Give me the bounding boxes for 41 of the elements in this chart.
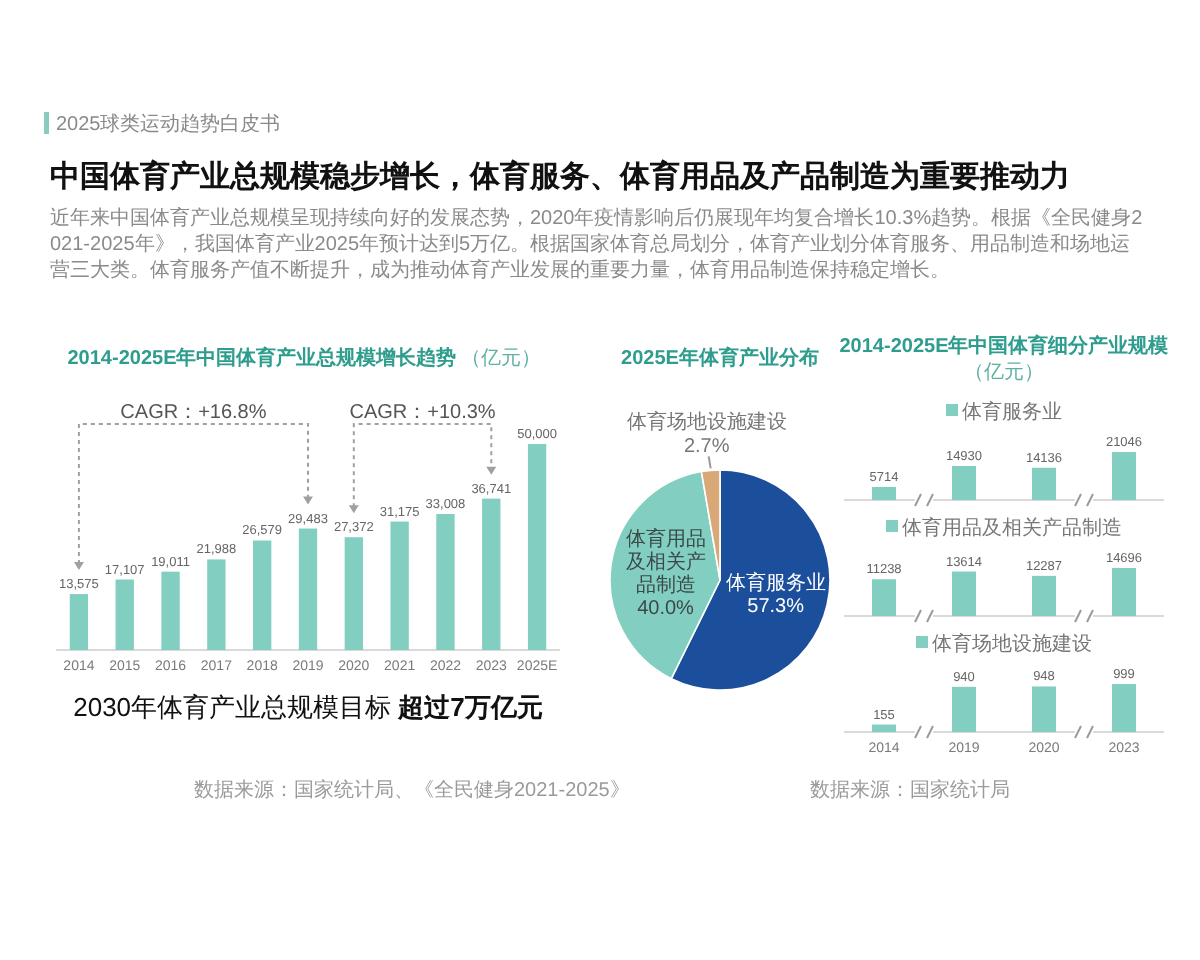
text: 2025球类运动趋势白皮书	[56, 112, 281, 136]
legend-label: 体育服务业	[962, 400, 1062, 424]
bar	[344, 537, 363, 650]
bar	[390, 521, 409, 650]
text: 近年来中国体育产业总规模呈现持续向好的发展态势，2020年疫情影响后仍展现年均复合增长10.3%趋势。根据《全民健身2021-2025年》，我国体育产业2025年预计达到5万亿。根据国家体育总局划分，体育产业划分体育服务、用品制造和场地运营三大类。体育服务产值不断提升，成为推动体育产业发展的重要力量，体育用品制造保持稳定增长。	[50, 206, 1144, 282]
text: CAGR：+10.3%	[349, 402, 496, 424]
chart-title: 2014-2025E年中国体育细分产业规模	[839, 334, 1171, 358]
source-note: 数据来源：国家统计局	[810, 778, 1010, 802]
text: CAGR：+16.8%	[120, 402, 267, 424]
data-label: 40.0%	[637, 597, 695, 620]
bar	[1032, 467, 1056, 500]
slice-label: 体育场地设施建设	[626, 410, 787, 435]
chart-title: 2014-2025E年中国体育产业总规模增长趋势	[67, 346, 457, 370]
bar	[872, 486, 896, 500]
data-label: 2.7%	[683, 436, 730, 459]
bar	[872, 724, 896, 732]
bar	[1032, 686, 1056, 732]
bar	[161, 571, 180, 650]
chart-subtitle: （亿元）	[964, 362, 1044, 384]
bar	[952, 465, 976, 500]
bar	[115, 579, 134, 650]
bar	[436, 514, 455, 650]
bar	[1112, 684, 1136, 732]
bar	[207, 559, 226, 650]
source-note: 数据来源：国家统计局、《全民健身2021-2025》	[194, 778, 630, 802]
bar	[253, 540, 272, 650]
chart-subtitle: （亿元）	[460, 348, 541, 370]
data-label: 57.3%	[747, 595, 805, 618]
bar	[952, 686, 976, 732]
bar	[482, 498, 501, 650]
slice-label: 体育服务业	[725, 570, 826, 595]
slice-label: 体育用品及相关产品制造	[625, 526, 706, 597]
bar	[1112, 452, 1136, 500]
bar	[298, 528, 318, 650]
text: 中国体育产业总规模稳步增长，体育服务、体育用品及产品制造为重要推动力	[50, 158, 1070, 194]
bar	[69, 594, 89, 650]
legend-label: 体育场地设施建设	[932, 632, 1092, 656]
chart-title: 2025E年体育产业分布	[621, 346, 819, 370]
bar	[527, 444, 547, 650]
legend-label: 体育用品及相关产品制造	[902, 516, 1122, 540]
text: 2030年体育产业总规模目标 超过7万亿元	[73, 692, 543, 722]
